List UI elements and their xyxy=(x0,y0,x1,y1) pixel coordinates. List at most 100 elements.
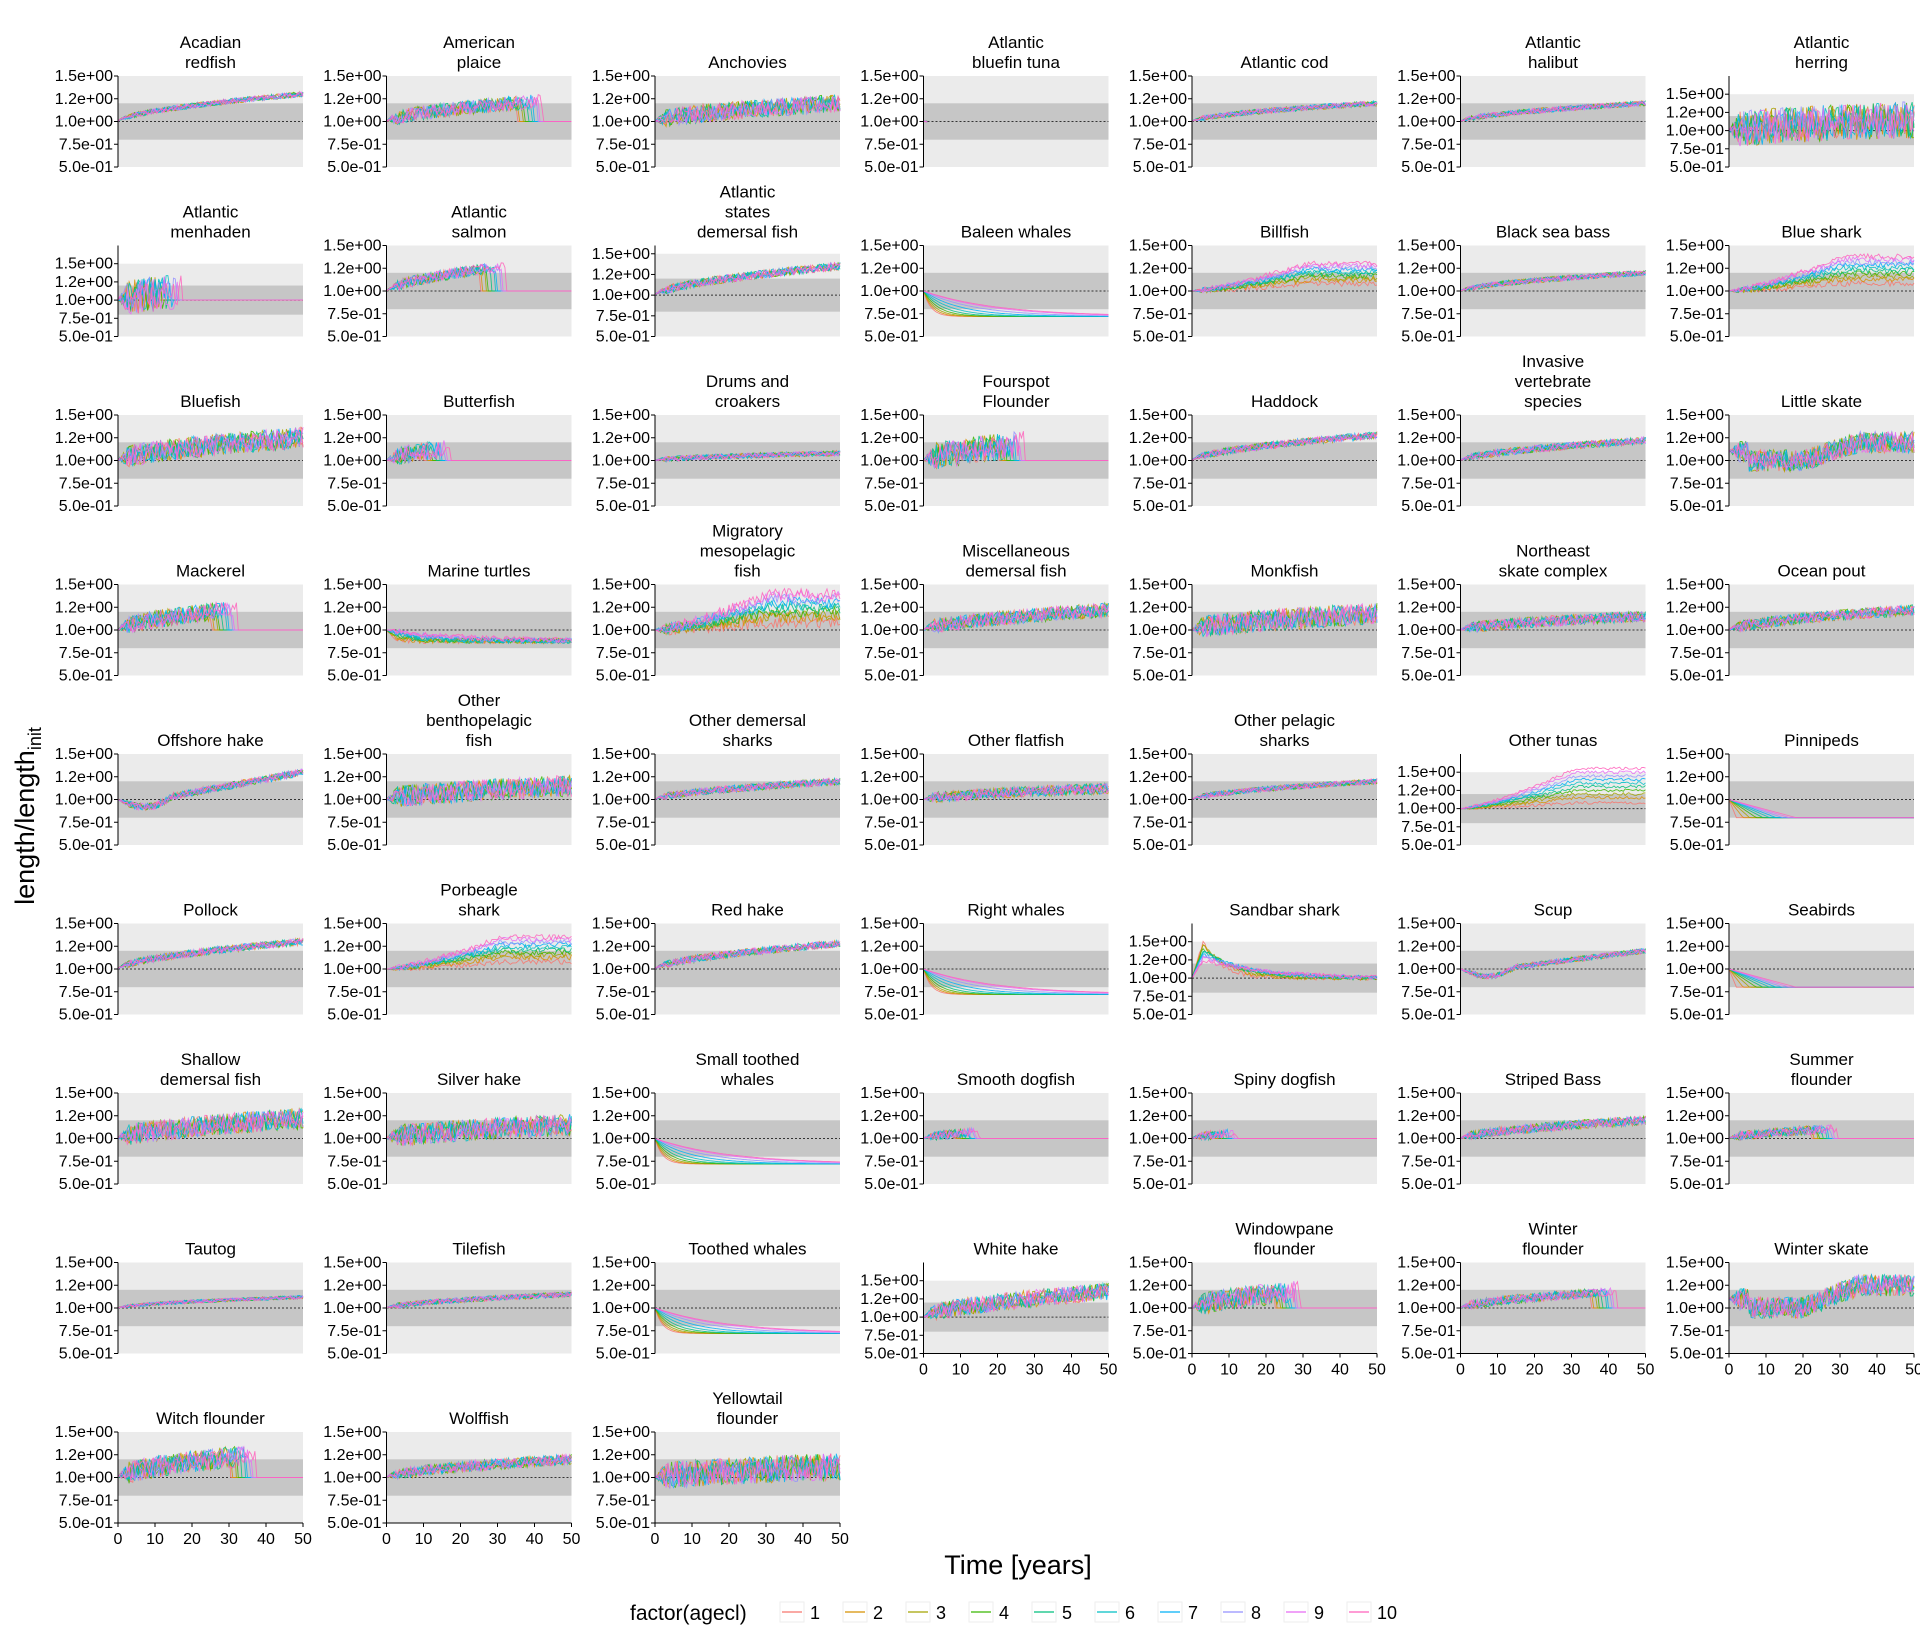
panel-title-tautog: Tautog xyxy=(185,1240,236,1259)
y-tick-label: 1.0e+00 xyxy=(592,792,650,809)
series-line-agecl-9 xyxy=(1191,602,1378,638)
panel-spiny-dogfish: Spiny dogfish 5.0e-01 7.5e-01 1.0e+00 1.2e+0… xyxy=(1129,1070,1377,1193)
y-tick-label: 7.5e-01 xyxy=(59,814,113,831)
y-tick-label: 1.0e+00 xyxy=(860,453,918,470)
y-tick-label: 1.5e+00 xyxy=(323,1255,381,1272)
panel-title-fourspot-flounder: Fourspot Flounder xyxy=(982,372,1049,411)
panel-title-line: White hake xyxy=(973,1240,1058,1259)
y-tick-label: 5.0e-01 xyxy=(1133,1346,1187,1363)
y-tick-label: 5.0e-01 xyxy=(864,1346,918,1363)
panel-title-line: Other tunas xyxy=(1509,731,1598,750)
y-tick-label: 5.0e-01 xyxy=(864,837,918,854)
y-tick-label: 1.5e+00 xyxy=(55,68,113,85)
y-tick-label: 1.2e+00 xyxy=(1129,952,1187,969)
y-tick-label: 1.5e+00 xyxy=(592,407,650,424)
series-line-agecl-10 xyxy=(654,95,841,124)
series-line-agecl-6 xyxy=(1728,102,1915,145)
y-tick-label: 1.0e+00 xyxy=(860,114,918,131)
y-tick-label: 1.2e+00 xyxy=(1666,599,1724,616)
y-tick-label: 5.0e-01 xyxy=(59,159,113,176)
panel-title-line: whales xyxy=(720,1070,774,1089)
y-tick-label: 7.5e-01 xyxy=(1133,814,1187,831)
panel-title-line: Other demersal xyxy=(689,711,806,730)
x-tick-label: 30 xyxy=(1563,1362,1581,1379)
y-tick-label: 5.0e-01 xyxy=(1133,668,1187,685)
x-axis-title: Time [years] xyxy=(944,1550,1092,1580)
legend-label: 9 xyxy=(1314,1603,1324,1623)
y-tick-label: 1.0e+00 xyxy=(55,453,113,470)
legend-item-9: 9 xyxy=(1283,1601,1324,1623)
y-tick-label: 1.2e+00 xyxy=(55,938,113,955)
panel-title-striped-bass: Striped Bass xyxy=(1505,1070,1601,1089)
panel-title-sandbar-shark: Sandbar shark xyxy=(1229,901,1340,920)
y-tick-label: 5.0e-01 xyxy=(596,1007,650,1024)
y-tick-label: 1.2e+00 xyxy=(860,1108,918,1125)
y-tick-label: 1.5e+00 xyxy=(1666,746,1724,763)
panel-title-line: Red hake xyxy=(711,901,784,920)
y-tick-label: 5.0e-01 xyxy=(59,1007,113,1024)
y-tick-label: 1.2e+00 xyxy=(1666,1277,1724,1294)
series-line-agecl-10 xyxy=(1191,1128,1377,1141)
series-line-agecl-9 xyxy=(1460,1286,1646,1311)
series-line-agecl-8 xyxy=(117,428,304,466)
panel-title-summer-flounder: Summer flounder xyxy=(1789,1050,1854,1089)
y-tick-label: 7.5e-01 xyxy=(1401,306,1455,323)
x-tick-label: 40 xyxy=(257,1531,275,1548)
y-tick-label: 1.2e+00 xyxy=(1666,938,1724,955)
panel-title-line: Atlantic xyxy=(988,33,1044,52)
series-line-agecl-5 xyxy=(386,946,572,971)
y-tick-label: 1.2e+00 xyxy=(1129,1108,1187,1125)
x-tick-label: 0 xyxy=(1456,1362,1465,1379)
series-line-agecl-10 xyxy=(1460,101,1646,122)
y-tick-label: 1.2e+00 xyxy=(1666,430,1724,447)
x-tick-label: 30 xyxy=(220,1531,238,1548)
series-line-agecl-9 xyxy=(654,1138,840,1163)
y-tick-label: 1.2e+00 xyxy=(323,430,381,447)
y-tick-label: 1.0e+00 xyxy=(1666,453,1724,470)
panel-blue-shark: Blue shark 5.0e-01 7.5e-01 1.0e+00 1.2e+00 1.… xyxy=(1666,223,1915,346)
panel-title-line: Blue shark xyxy=(1781,223,1862,242)
y-tick-label: 5.0e-01 xyxy=(1133,498,1187,515)
y-tick-label: 7.5e-01 xyxy=(59,475,113,492)
legend-label: 3 xyxy=(936,1603,946,1623)
series-line-agecl-10 xyxy=(1191,260,1378,293)
series-line-agecl-10 xyxy=(1728,799,1914,819)
panel-title-tilefish: Tilefish xyxy=(452,1240,505,1259)
panel-title-line: states xyxy=(725,203,770,222)
panel-tilefish: Tilefish 5.0e-01 7.5e-01 1.0e+00 1.2e+00 1.5e… xyxy=(323,1240,572,1363)
y-tick-label: 1.5e+00 xyxy=(1666,577,1724,594)
series-line-agecl-10 xyxy=(1460,1115,1646,1141)
panel-title-line: plaice xyxy=(457,53,501,72)
y-tick-label: 7.5e-01 xyxy=(1401,1153,1455,1170)
y-tick-label: 1.5e+00 xyxy=(1397,1255,1455,1272)
panel-title-line: herring xyxy=(1795,53,1848,72)
panel-pollock: Pollock 5.0e-01 7.5e-01 1.0e+00 1.2e+00 1.5e+… xyxy=(55,901,304,1024)
panel-yellowtail-flounder: Yellowtail flounder 5.0e-01 7.5e-01 1.0e+00 1… xyxy=(592,1389,849,1548)
y-tick-label: 1.5e+00 xyxy=(55,577,113,594)
y-tick-label: 1.0e+00 xyxy=(323,1470,381,1487)
y-tick-label: 1.0e+00 xyxy=(1397,1300,1455,1317)
y-tick-label: 1.5e+00 xyxy=(323,746,381,763)
panel-title-atlantic-states-demersal-fish: Atlantic states demersal fish xyxy=(697,183,798,242)
panel-title-line: Wolffish xyxy=(449,1409,509,1428)
y-tick-label: 1.2e+00 xyxy=(860,938,918,955)
y-tick-label: 1.5e+00 xyxy=(55,1255,113,1272)
panel-atlantic-bluefin-tuna: Atlantic bluefin tuna 5.0e-01 7.5e-01 1.0e+0… xyxy=(860,33,1109,176)
panel-atlantic-cod: Atlantic cod 5.0e-01 7.5e-01 1.0e+00 1.2e+00… xyxy=(1129,53,1378,176)
panel-title-atlantic-cod: Atlantic cod xyxy=(1241,53,1329,72)
panel-title-line: fish xyxy=(734,562,760,581)
legend-item-6: 6 xyxy=(1094,1601,1135,1623)
y-tick-label: 7.5e-01 xyxy=(596,984,650,1001)
panel-title-shallow-demersal-fish: Shallow demersal fish xyxy=(160,1050,261,1089)
panel-title-line: Windowpane xyxy=(1235,1220,1333,1239)
series-line-agecl-10 xyxy=(1460,766,1646,810)
panel-title-bluefish: Bluefish xyxy=(180,392,240,411)
y-tick-label: 7.5e-01 xyxy=(327,475,381,492)
y-tick-label: 1.5e+00 xyxy=(55,1424,113,1441)
panel-silver-hake: Silver hake 5.0e-01 7.5e-01 1.0e+00 1.2e+00 1… xyxy=(323,1070,572,1193)
y-tick-label: 1.0e+00 xyxy=(1397,453,1455,470)
y-tick-label: 5.0e-01 xyxy=(864,498,918,515)
y-tick-label: 1.5e+00 xyxy=(323,68,381,85)
panel-title-line: Pinnipeds xyxy=(1784,731,1859,750)
